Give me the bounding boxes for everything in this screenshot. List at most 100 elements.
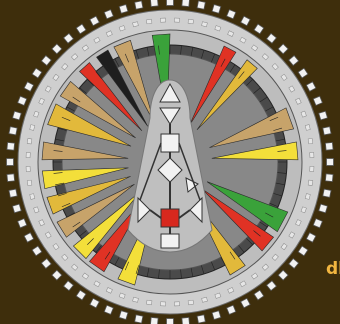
degree-cell (26, 138, 33, 145)
gate-divider (246, 238, 253, 245)
gate-marker (6, 158, 14, 166)
gate-marker (322, 188, 332, 198)
degree-ring (25, 17, 315, 307)
gate-marker (8, 126, 18, 136)
spleen-center (137, 196, 151, 224)
gate-marker (166, 0, 174, 6)
degree-cell (261, 53, 269, 61)
gate-divider (57, 193, 67, 197)
gate-divider (95, 71, 102, 79)
gate-marker (297, 67, 309, 79)
degree-cell (118, 25, 126, 32)
gate-marker (63, 280, 74, 292)
degree-cell (38, 219, 45, 227)
degree-cell (239, 36, 247, 44)
gate-divider (53, 150, 63, 152)
gate-marker (277, 269, 289, 281)
degree-cell (118, 292, 126, 299)
gate-marker (181, 316, 190, 324)
degree-cell (81, 44, 89, 52)
gate-divider (55, 182, 65, 186)
degree-cell (304, 193, 311, 200)
degree-cell (227, 287, 235, 294)
gate-divider (265, 106, 274, 112)
gate-divider (158, 45, 160, 55)
gate-divider (61, 116, 71, 121)
gate-marker (31, 67, 43, 79)
gate-marker (240, 297, 251, 309)
gate-marker (51, 43, 63, 55)
gate-marker (89, 297, 100, 309)
degree-cell (261, 263, 269, 271)
gate-marker (211, 310, 222, 320)
gate-marker (150, 0, 159, 8)
gate-marker (23, 81, 35, 92)
gate-marker (40, 258, 52, 269)
gate-marker (51, 269, 63, 281)
gate-divider (53, 172, 63, 174)
gate-divider (277, 172, 287, 174)
gate-divider (87, 79, 94, 86)
gate-divider (124, 53, 129, 63)
gate-divider (253, 230, 261, 237)
degree-cell (280, 243, 288, 251)
gate-marker (253, 23, 265, 35)
degree-cell (33, 206, 40, 214)
degree-cell (307, 138, 314, 145)
channel (178, 209, 191, 219)
heart-center (185, 177, 199, 193)
degree-cell (132, 296, 139, 303)
degree-cell (309, 152, 315, 158)
gate-divider (114, 257, 120, 266)
planet-ray (209, 107, 295, 148)
gate-marker (305, 81, 317, 92)
gate-marker (8, 188, 18, 198)
degree-cell (25, 152, 31, 158)
degree-cell (146, 299, 153, 306)
gate-divider (95, 245, 102, 253)
gate-marker (324, 173, 334, 182)
ajna-center (159, 107, 181, 125)
gate-divider (269, 116, 279, 121)
degree-cell (288, 85, 296, 93)
degree-cell (71, 53, 79, 61)
gate-marker (196, 314, 206, 324)
degree-cell (239, 280, 247, 288)
gate-divider (146, 47, 150, 57)
gate-marker (181, 0, 190, 8)
degree-cell (44, 231, 52, 239)
gate-marker (118, 4, 129, 14)
gate-marker (89, 15, 100, 27)
gate-marker (288, 55, 300, 66)
gate-marker (63, 32, 74, 44)
gate-divider (66, 212, 75, 218)
gate-divider (66, 106, 75, 112)
degree-cell (201, 21, 208, 28)
gate-marker (266, 32, 277, 44)
planet-ray (113, 39, 155, 124)
degree-cell (33, 110, 40, 118)
gate-marker (226, 9, 237, 20)
gate-divider (201, 265, 205, 275)
degree-cell (174, 17, 180, 23)
degree-cell (52, 243, 60, 251)
degree-cell (93, 36, 101, 44)
gate-marker (166, 318, 174, 324)
gate-divider (211, 53, 216, 63)
gate-divider (135, 265, 139, 275)
gate-marker (12, 203, 22, 214)
gate-divider (273, 193, 283, 197)
channel (178, 142, 201, 201)
gate-divider (275, 182, 285, 186)
degree-cell (81, 272, 89, 280)
gate-divider (180, 45, 182, 55)
gate-marker (103, 304, 114, 315)
solar-plexus-center (189, 196, 203, 224)
gate-divider (229, 251, 236, 260)
gate-divider (259, 221, 268, 228)
planet-ray (46, 176, 131, 215)
degree-cell (187, 299, 194, 306)
degree-cell (271, 63, 279, 71)
gate-marker (6, 142, 16, 151)
gate-divider (190, 267, 194, 277)
